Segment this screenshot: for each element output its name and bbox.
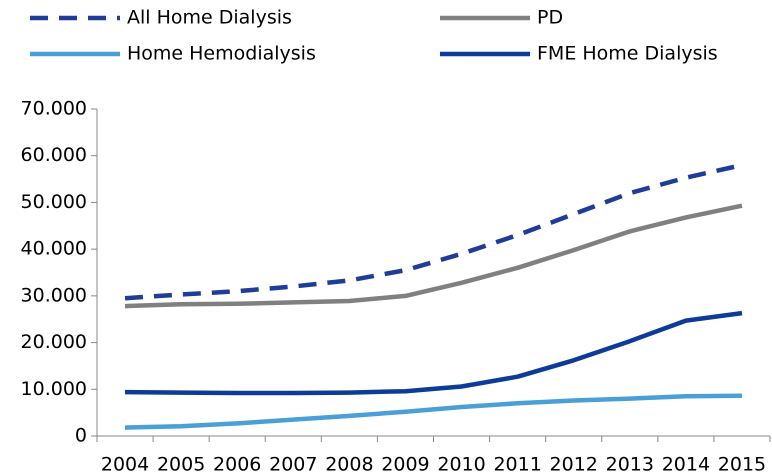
series-line <box>124 203 743 309</box>
x-tick-label: 2006 <box>213 454 261 476</box>
legend-label: PD <box>537 7 563 29</box>
y-tick-label: 40.000 <box>21 238 87 260</box>
series-line <box>124 393 743 430</box>
legend-label: All Home Dialysis <box>127 7 292 29</box>
y-tick-label: 70.000 <box>21 98 87 120</box>
y-tick-label: 20.000 <box>21 331 87 353</box>
x-tick-label: 2015 <box>718 454 766 476</box>
x-tick-label: 2013 <box>606 454 654 476</box>
legend-label: Home Hemodialysis <box>127 43 316 65</box>
x-tick-label: 2005 <box>157 454 205 476</box>
series-line <box>124 162 743 301</box>
x-tick-label: 2008 <box>325 454 373 476</box>
x-tick-label: 2010 <box>437 454 485 476</box>
x-tick-label: 2012 <box>550 454 598 476</box>
x-tick-label: 2011 <box>493 454 541 476</box>
legend-label: FME Home Dialysis <box>537 43 718 65</box>
y-tick-label: 50.000 <box>21 191 87 213</box>
x-tick-label: 2007 <box>269 454 317 476</box>
y-tick-label: 30.000 <box>21 284 87 306</box>
y-tick-label: 60.000 <box>21 144 87 166</box>
x-tick-label: 2009 <box>381 454 429 476</box>
series-line <box>124 310 743 396</box>
x-tick-label: 2014 <box>662 454 710 476</box>
x-tick-label: 2004 <box>101 454 149 476</box>
y-tick-label: 10.000 <box>21 378 87 400</box>
y-tick-label: 0 <box>75 425 87 447</box>
